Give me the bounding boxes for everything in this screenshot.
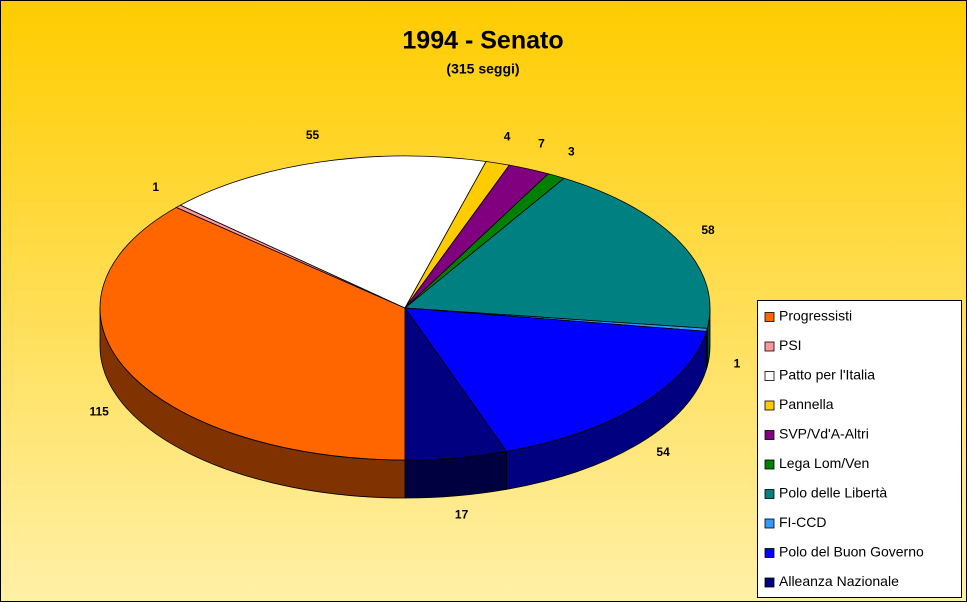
slice — [403, 177, 711, 329]
value-label: 3 — [568, 144, 575, 158]
value-label: 58 — [701, 223, 715, 237]
legend-label: Lega Lom/Ven — [779, 455, 869, 471]
pie: 115 1 55 4 7 3 58 1 54 17 — [90, 128, 741, 522]
value-label: 55 — [306, 128, 320, 142]
slice — [179, 155, 487, 309]
legend-swatch — [764, 341, 775, 352]
legend-swatch — [764, 459, 775, 470]
legend-swatch — [764, 400, 775, 411]
legend-label: PSI — [779, 337, 802, 353]
value-label: 115 — [90, 404, 110, 418]
value-label: 17 — [455, 507, 469, 521]
legend-label: Pannella — [779, 396, 834, 412]
legend-swatch — [764, 518, 775, 529]
legend-label: Alleanza Nazionale — [779, 573, 899, 589]
chart-title: 1994 - Senato — [402, 27, 563, 55]
legend-label: SVP/Vd'A-Altri — [779, 426, 869, 442]
legend-swatch — [764, 577, 775, 588]
legend-swatch — [764, 371, 775, 381]
chart-subtitle: (315 seggi) — [446, 61, 519, 77]
legend-swatch — [764, 548, 775, 558]
legend: Progressisti PSI Patto per l'Italia Pannell… — [757, 300, 962, 598]
legend-box — [757, 300, 962, 598]
legend-label: Patto per l'Italia — [779, 367, 875, 383]
value-label: 1 — [734, 356, 741, 370]
legend-swatch — [764, 430, 775, 440]
value-label: 1 — [152, 180, 159, 194]
legend-label: Progressisti — [779, 308, 852, 324]
slice — [404, 307, 707, 452]
slice — [99, 206, 406, 461]
value-label: 54 — [656, 445, 670, 459]
legend-label: Polo delle Libertà — [779, 485, 887, 501]
value-label: 7 — [538, 136, 545, 150]
legend-swatch — [764, 312, 775, 322]
legend-swatch — [764, 489, 775, 499]
slice — [404, 306, 508, 461]
legend-label: FI-CCD — [779, 514, 826, 530]
value-label: 4 — [504, 129, 511, 143]
legend-label: Polo del Buon Governo — [779, 544, 924, 560]
